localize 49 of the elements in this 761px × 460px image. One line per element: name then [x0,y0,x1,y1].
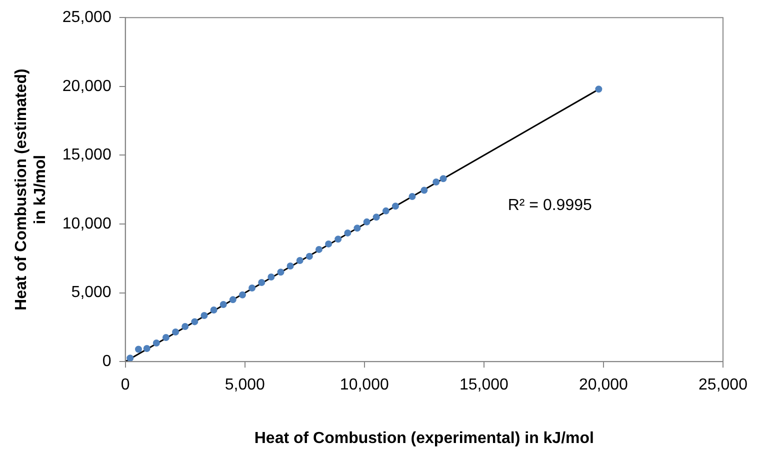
point [354,224,361,232]
point [440,175,447,182]
point [126,354,134,362]
x-tick-label: 20,000 [579,376,628,394]
x-tick-label: 0 [120,376,130,394]
point [172,328,180,336]
point [432,178,440,186]
point [258,278,266,286]
point [420,186,428,194]
point [210,306,218,314]
x-tick-label: 15,000 [459,376,509,394]
y-tick-label: 15,000 [62,146,112,164]
x-axis-title: Heat of Combustion (experimental) in kJ/mol [254,430,594,447]
point [200,312,208,320]
point [372,214,380,221]
point [392,202,399,210]
point [306,252,313,260]
y-tick-label: 5,000 [71,284,112,302]
point [286,262,294,270]
point [162,334,170,342]
point [325,240,332,248]
point [595,86,602,93]
point [363,218,370,226]
x-tick-label: 10,000 [340,376,389,394]
point [344,229,352,236]
point [238,291,246,298]
point [334,236,342,243]
point [182,323,189,330]
point [268,273,275,280]
point [152,340,160,347]
point [296,256,304,264]
point [191,318,198,326]
y-tick-label: 0 [102,353,112,370]
point [143,345,150,352]
y-axis-title: Heat of Combustion (estimated) in kJ/mol [13,68,50,310]
y-tick-label: 10,000 [62,215,112,232]
point [382,207,390,214]
point [315,246,322,253]
x-tick-label: 5,000 [224,376,265,394]
point [229,296,236,304]
point [408,192,416,200]
y-tick-label: 20,000 [62,78,112,95]
point [248,284,256,292]
point [220,300,227,308]
point [277,268,284,276]
x-tick-label: 25,000 [698,376,748,394]
y-tick-label: 25,000 [62,9,112,26]
annotation: R² = 0.9995 [508,197,592,214]
point [134,346,142,353]
